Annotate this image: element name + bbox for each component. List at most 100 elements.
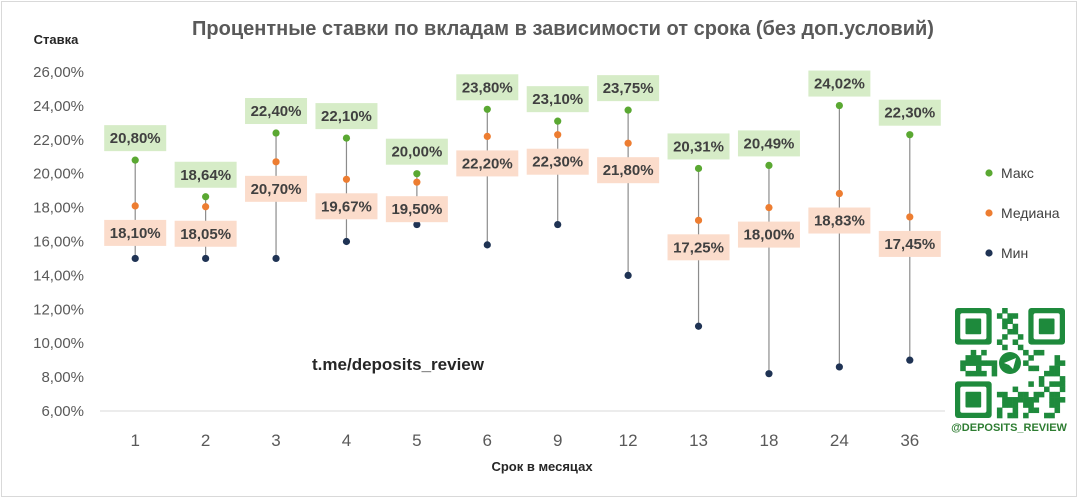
x-tick-label: 5 bbox=[412, 431, 421, 450]
data-label-text: 22,30% bbox=[532, 154, 583, 171]
data-label-text: 17,25% bbox=[673, 239, 724, 256]
qr-module bbox=[1033, 391, 1040, 398]
qr-module bbox=[1023, 397, 1029, 403]
qr-module bbox=[1002, 397, 1008, 403]
data-label-bg bbox=[315, 193, 378, 220]
qr-module bbox=[1033, 365, 1040, 372]
qr-module bbox=[1007, 412, 1013, 419]
x-tick-label: 18 bbox=[759, 431, 778, 450]
qr-module bbox=[1012, 402, 1019, 408]
data-label-bg bbox=[597, 75, 660, 102]
qr-module bbox=[1059, 381, 1066, 387]
data-labels: 20,80% 18,64% 22,40% 22,10% 20,00% 23,80% 23,1… bbox=[104, 70, 941, 261]
data-point bbox=[483, 132, 491, 141]
data-label-text: 23,75% bbox=[603, 80, 654, 97]
qr-module bbox=[1059, 376, 1066, 382]
qr-module bbox=[1028, 402, 1034, 408]
x-tick-label: 6 bbox=[483, 431, 492, 450]
data-label-bg bbox=[808, 207, 871, 234]
data-label: 20,70% bbox=[245, 175, 308, 202]
qr-module bbox=[1054, 365, 1061, 372]
data-label-text: 23,80% bbox=[462, 79, 513, 96]
qr-module bbox=[986, 360, 992, 366]
data-label-bg bbox=[878, 230, 941, 257]
y-tick-label: 8,00% bbox=[41, 369, 84, 386]
data-point bbox=[554, 117, 562, 125]
x-axis-title: Срок в месяцах bbox=[491, 459, 593, 474]
qr-module bbox=[965, 370, 972, 377]
data-point bbox=[413, 220, 421, 229]
data-point bbox=[342, 134, 351, 142]
data-label: 18,00% bbox=[737, 221, 800, 248]
y-tick-label: 6,00% bbox=[41, 403, 84, 420]
qr-module bbox=[975, 355, 982, 361]
data-point bbox=[554, 131, 562, 139]
data-label: 18,83% bbox=[808, 207, 871, 234]
data-label: 19,67% bbox=[315, 193, 378, 220]
data-label: 18,05% bbox=[174, 220, 237, 247]
data-point bbox=[413, 178, 421, 186]
y-tick-label: 14,00% bbox=[33, 267, 84, 284]
legend-label: Медиана bbox=[1001, 205, 1060, 221]
qr-module bbox=[975, 365, 982, 372]
qr-module bbox=[1002, 391, 1008, 398]
qr-module bbox=[1023, 391, 1029, 398]
qr-module bbox=[970, 360, 977, 366]
y-tick-label: 12,00% bbox=[33, 301, 84, 318]
qr-module bbox=[1054, 402, 1061, 408]
data-label: 17,45% bbox=[878, 230, 941, 257]
qr-module bbox=[1049, 370, 1055, 377]
data-label-text: 18,83% bbox=[814, 213, 865, 230]
data-label-bg bbox=[245, 175, 308, 202]
x-tick-label: 4 bbox=[342, 431, 351, 450]
data-point bbox=[906, 131, 914, 139]
data-point bbox=[342, 237, 351, 246]
data-label-text: 23,10% bbox=[532, 91, 583, 108]
x-tick-label: 2 bbox=[201, 431, 210, 450]
y-tick-label: 16,00% bbox=[33, 234, 84, 251]
data-label: 18,64% bbox=[174, 161, 237, 188]
data-label: 22,30% bbox=[526, 148, 589, 175]
qr-module bbox=[1023, 349, 1029, 356]
data-label-bg bbox=[174, 161, 237, 188]
qr-module bbox=[970, 355, 977, 361]
data-label-text: 18,00% bbox=[744, 227, 795, 244]
qr-module bbox=[1054, 397, 1061, 403]
legend-label: Макс bbox=[1001, 165, 1034, 181]
qr-module bbox=[975, 360, 982, 366]
data-label: 22,20% bbox=[456, 150, 519, 177]
data-label-bg bbox=[174, 220, 237, 247]
qr-module bbox=[1012, 339, 1019, 345]
data-label: 20,49% bbox=[737, 130, 800, 157]
data-label: 19,50% bbox=[385, 196, 448, 223]
qr-finder-core bbox=[965, 391, 982, 408]
x-tick-label: 24 bbox=[830, 431, 849, 450]
qr-module bbox=[996, 313, 1003, 319]
qr-module bbox=[970, 349, 977, 356]
data-point bbox=[202, 193, 210, 201]
data-point bbox=[202, 203, 210, 211]
data-point bbox=[554, 220, 562, 229]
qr-module bbox=[1017, 391, 1024, 398]
data-point bbox=[131, 202, 139, 210]
legend-marker bbox=[985, 209, 993, 217]
qr-module bbox=[996, 339, 1003, 345]
data-label-bg bbox=[245, 98, 308, 125]
qr-module bbox=[1002, 344, 1008, 351]
data-label: 20,00% bbox=[385, 138, 448, 165]
data-point bbox=[624, 271, 632, 279]
data-label-bg bbox=[808, 70, 871, 97]
legend: Макс Медиана Мин bbox=[985, 165, 1060, 261]
data-label-bg bbox=[597, 157, 660, 184]
data-point bbox=[413, 170, 421, 178]
y-axis-title: Ставка bbox=[34, 32, 79, 47]
data-label-text: 19,67% bbox=[321, 198, 372, 215]
qr-module bbox=[1012, 313, 1019, 319]
qr-module bbox=[1028, 365, 1034, 372]
data-label-bg bbox=[315, 103, 378, 130]
qr-module bbox=[1012, 412, 1019, 419]
data-point bbox=[906, 213, 914, 221]
qr-module bbox=[1044, 370, 1050, 377]
legend-item: Медиана bbox=[985, 205, 1060, 221]
